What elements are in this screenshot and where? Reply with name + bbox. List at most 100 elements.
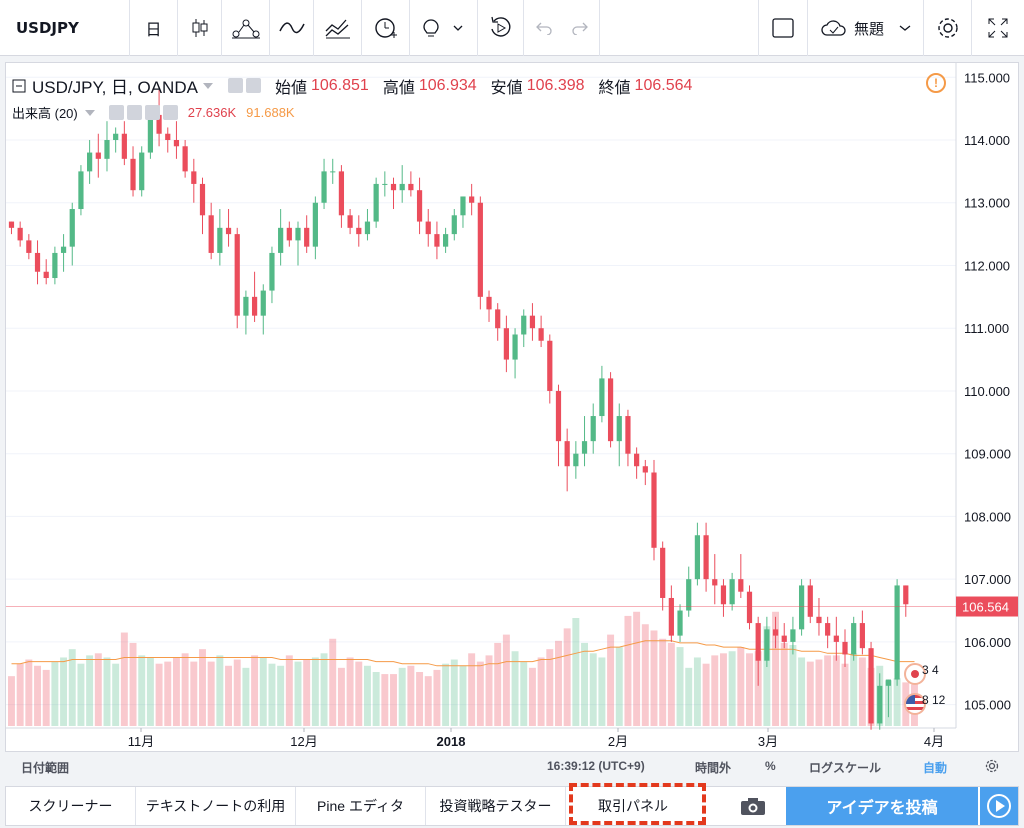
plus-icon[interactable] [144, 105, 160, 120]
replay-icon[interactable] [478, 0, 524, 56]
volume-legend: 出来高 (20) 27.636K 91.688K [12, 103, 295, 122]
compare-icon[interactable] [222, 0, 270, 56]
candle-body [686, 579, 692, 611]
candle-body [104, 140, 110, 159]
tab-strategy-tester[interactable]: 投資戦略テスター [426, 787, 566, 825]
log-scale-toggle[interactable]: ログスケール [809, 761, 882, 775]
volume-bar [398, 667, 406, 726]
candle-body [69, 209, 75, 247]
us-flag-marker[interactable] [904, 693, 926, 715]
y-tick-label: 110.000 [964, 384, 1010, 399]
volume-bar [832, 655, 840, 726]
candle-body [547, 340, 553, 391]
volume-bar [841, 663, 849, 726]
collapse-icon[interactable] [12, 79, 26, 93]
tab-pine-editor[interactable]: Pine エディタ [296, 787, 426, 825]
event-marker[interactable] [904, 663, 926, 685]
clock-time[interactable]: 16:39:12 (UTC+9) [547, 759, 645, 773]
layout-menu[interactable]: 無題 [808, 0, 924, 56]
close-icon[interactable] [162, 105, 178, 120]
x-tick-label: 4月 [924, 734, 944, 749]
volume-bar [303, 659, 311, 726]
volume-ma-value: 91.688K [246, 105, 295, 120]
volume-bar [537, 657, 545, 726]
warning-icon[interactable]: ! [926, 73, 946, 93]
x-tick-label: 11月 [128, 734, 155, 749]
volume-bar [546, 649, 554, 726]
volume-bar [433, 669, 441, 726]
series-title[interactable]: USD/JPY, 日, OANDA [32, 78, 198, 97]
candle-body [772, 629, 779, 636]
volume-bar [476, 661, 484, 726]
volume-bar [259, 657, 267, 726]
undo-icon[interactable] [524, 0, 562, 56]
candle-body [642, 466, 648, 473]
percent-toggle[interactable]: % [765, 759, 776, 773]
candle-body [182, 146, 188, 172]
gear-small-icon[interactable] [245, 78, 261, 93]
candle-style-icon[interactable] [178, 0, 222, 56]
alert-icon[interactable] [362, 0, 410, 56]
candle-body [712, 579, 718, 586]
volume-bar [390, 674, 397, 726]
tab-text-notes[interactable]: テキストノートの利用 [136, 787, 296, 825]
candle-body [260, 290, 266, 316]
play-icon[interactable] [980, 787, 1018, 825]
volume-bar [311, 657, 319, 726]
volume-bar [624, 615, 632, 726]
fullscreen-square-icon[interactable] [758, 0, 808, 56]
candle-body [720, 585, 727, 605]
volume-bar [94, 653, 102, 726]
price-chart[interactable]: 115.000 114.000 113.000 112.000 111.000 110.0… [6, 63, 1018, 751]
maximize-icon[interactable] [972, 0, 1024, 56]
main-series-legend: USD/JPY, 日, OANDA 始値 106.851 高値 106.934 安値… [12, 73, 692, 98]
candle-body [173, 140, 180, 147]
candle-body [599, 378, 605, 417]
volume-bar [207, 661, 215, 726]
candle-body [165, 133, 171, 141]
interval-button[interactable]: 日 [130, 0, 178, 56]
publish-idea-button[interactable]: アイデアを投稿 [786, 787, 978, 825]
candle-body [330, 171, 336, 173]
candle-body [199, 183, 206, 216]
candle-body [460, 196, 466, 216]
candle-body [477, 202, 483, 297]
tab-trading-panel[interactable]: 取引パネル [598, 798, 668, 814]
volume-bar [719, 653, 727, 726]
dropdown-arrow-icon[interactable] [84, 109, 96, 117]
redo-icon[interactable] [562, 0, 600, 56]
volume-title[interactable]: 出来高 (20) [12, 106, 78, 121]
volume-bar [893, 678, 901, 726]
candle-body [434, 234, 440, 247]
volume-bar [850, 653, 858, 726]
session-button[interactable]: 時間外 [695, 761, 732, 775]
candle-body [304, 227, 310, 247]
volume-bar [251, 655, 259, 726]
settings-gear-icon[interactable] [924, 0, 972, 56]
y-tick-label: 107.000 [964, 572, 1011, 587]
tab-screener[interactable]: スクリーナー [6, 787, 136, 825]
volume-bar [16, 663, 24, 726]
y-tick-label: 106.000 [964, 635, 1011, 650]
camera-icon[interactable] [740, 796, 766, 819]
indicators-icon[interactable] [270, 0, 314, 56]
symbol-search[interactable]: USDJPY [0, 0, 130, 56]
eye-icon[interactable] [227, 78, 243, 93]
chart-pane[interactable]: 115.000 114.000 113.000 112.000 111.000 110.0… [5, 62, 1019, 752]
volume-bar [858, 657, 866, 726]
volume-bar [242, 667, 250, 726]
open-value: 106.851 [310, 76, 369, 94]
dropdown-arrow-icon[interactable] [202, 82, 214, 90]
gear-small-icon[interactable] [126, 105, 142, 120]
auto-scale-toggle[interactable]: 自動 [923, 761, 948, 775]
volume-bar [459, 665, 467, 726]
volume-bar [285, 655, 293, 726]
ideas-lightbulb-icon[interactable] [410, 0, 478, 56]
gear-icon[interactable] [985, 759, 999, 773]
eye-icon[interactable] [108, 105, 124, 120]
low-label: 安値 [490, 79, 523, 97]
volume-bar [754, 651, 762, 726]
volume-bar [346, 657, 354, 726]
date-range-button[interactable]: 日付範囲 [21, 761, 70, 775]
strategy-icon[interactable] [314, 0, 362, 56]
